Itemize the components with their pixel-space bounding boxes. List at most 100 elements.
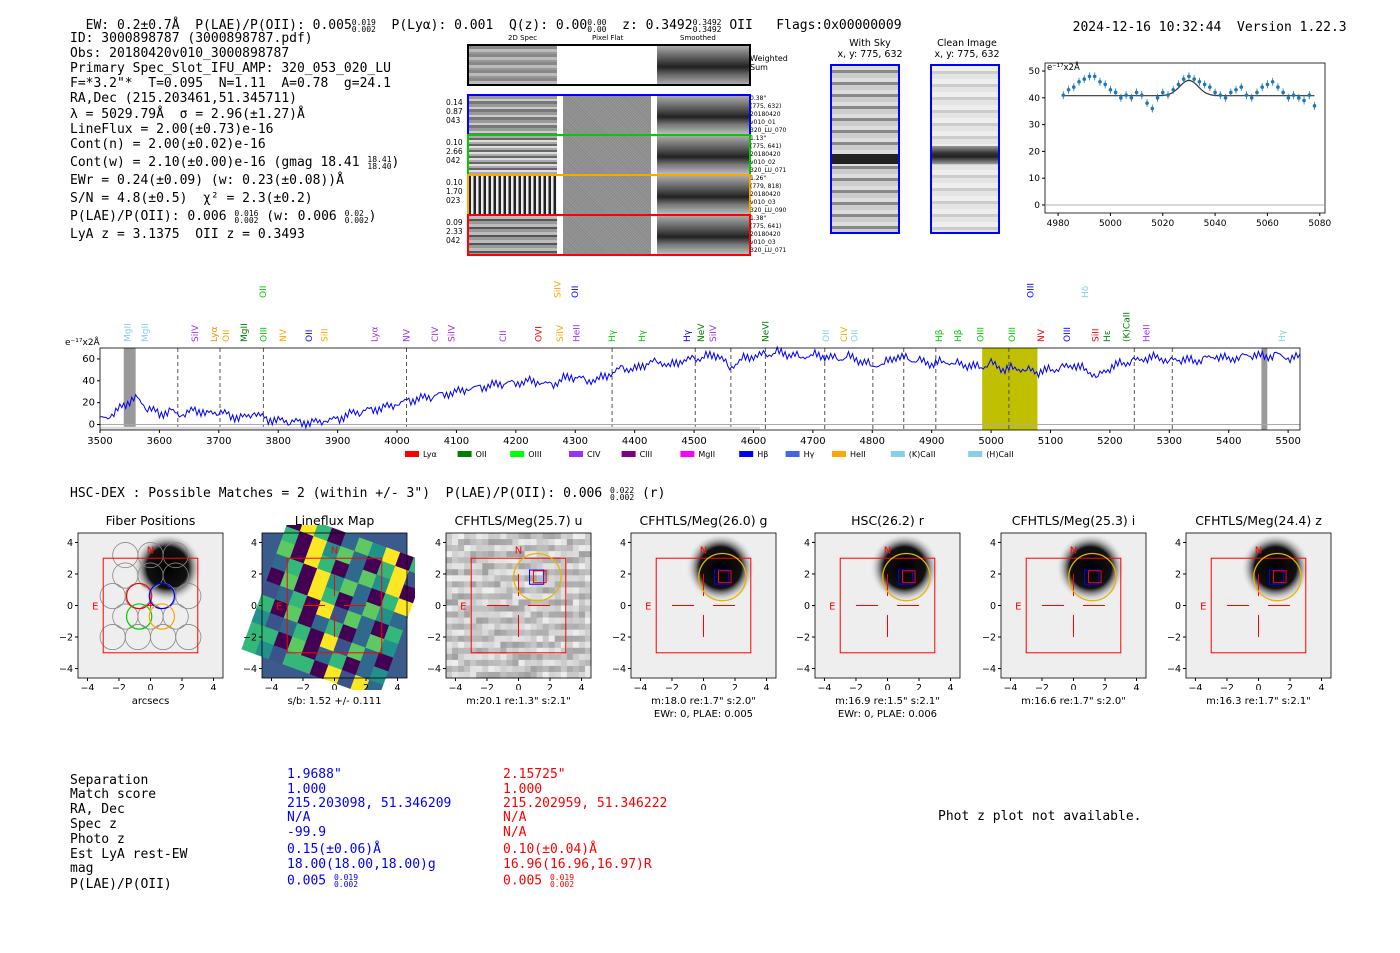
- header-timestamp: 2024-12-16 10:32:44: [1072, 20, 1222, 35]
- noise-pixel: [446, 623, 453, 631]
- line-highlight-band: [982, 348, 1038, 430]
- noise-pixel: [500, 545, 507, 552]
- noise-pixel: [542, 641, 550, 649]
- hsc-y-tick-label: −4: [1167, 664, 1181, 675]
- north-label: N: [884, 545, 891, 556]
- east-label: E: [1200, 602, 1206, 613]
- hsc-y-tick-label: 4: [990, 538, 996, 549]
- noise-pixel: [566, 587, 574, 594]
- noise-pixel: [476, 581, 483, 588]
- noise-pixel: [548, 593, 556, 600]
- hsc-panel-3: N E 4 2 0 −2 −4 −4 −2 0 2 4: [612, 532, 777, 690]
- noise-pixel: [464, 629, 471, 637]
- main-y-tick-label: 60: [82, 354, 95, 365]
- cutout-row-right-label: (775, 641): [750, 143, 782, 150]
- zoom-data-point: [1134, 90, 1139, 95]
- noise-pixel: [536, 587, 544, 594]
- noise-pixel: [542, 629, 550, 637]
- noise-pixel: [554, 587, 562, 594]
- hsc-x-tick-label: 4: [764, 683, 770, 690]
- flux-pixel: [298, 563, 318, 583]
- hsc-y-tick-label: −2: [796, 633, 810, 644]
- hsc-x-tick-label: 0: [147, 683, 153, 690]
- hsc-y-tick-label: −4: [427, 664, 441, 675]
- noise-pixel: [476, 599, 483, 606]
- line-label: Hβ: [954, 329, 964, 342]
- table-red-value: 16.96(16.96,16.97)R: [503, 857, 652, 872]
- legend-label: Hβ: [757, 450, 768, 459]
- noise-pixel: [584, 593, 592, 600]
- noise-pixel: [578, 599, 586, 606]
- zoom-data-point: [1103, 82, 1107, 87]
- cutout-row-flat: [563, 136, 651, 174]
- flux-pixel: [281, 526, 301, 546]
- noise-pixel: [518, 641, 526, 649]
- noise-pixel: [518, 611, 526, 619]
- zoom-data-point: [1155, 96, 1160, 100]
- zoom-data-point: [1187, 74, 1191, 79]
- hsc-x-tick-label: 0: [331, 683, 337, 690]
- flux-pixel: [408, 557, 415, 577]
- legend-label: MgII: [698, 450, 715, 459]
- north-label: N: [1255, 545, 1262, 556]
- noise-pixel: [584, 647, 592, 655]
- noise-pixel: [584, 569, 592, 576]
- noise-pixel: [500, 653, 507, 661]
- noise-pixel: [536, 647, 544, 655]
- cutout-row-right-label: 20180420: [750, 231, 781, 238]
- zoom-data-point: [1129, 96, 1134, 100]
- noise-pixel: [458, 563, 465, 570]
- table-blue-value: 0.15(±0.06)Å: [287, 842, 381, 857]
- noise-pixel: [476, 569, 483, 576]
- cutout-row-right-label: v010_03: [750, 239, 776, 246]
- noise-pixel: [488, 581, 495, 588]
- noise-pixel: [494, 617, 501, 625]
- noise-pixel: [542, 605, 550, 613]
- line-label: OII: [222, 330, 232, 342]
- noise-pixel: [452, 617, 459, 625]
- zoom-data-point: [1108, 87, 1113, 92]
- zoom-data-point: [1255, 90, 1259, 95]
- match-box-red: [901, 570, 916, 584]
- noise-pixel: [518, 575, 526, 582]
- noise-pixel: [578, 563, 586, 570]
- center-plus: +: [146, 601, 154, 612]
- noise-pixel: [482, 665, 489, 673]
- zoom-data-point: [1098, 79, 1102, 84]
- header-version: Version 1.22.3: [1237, 20, 1347, 35]
- line-label-high: OIII: [1026, 283, 1036, 298]
- noise-pixel: [500, 569, 507, 576]
- legend-swatch: [405, 451, 419, 457]
- noise-pixel: [446, 629, 453, 637]
- flux-pixel: [283, 604, 303, 624]
- noise-pixel: [560, 557, 568, 564]
- hsc-panel-2: N E 4 2 0 −2 −4 −4 −2 0 2 4: [427, 532, 592, 690]
- noise-pixel: [470, 665, 477, 673]
- noise-pixel: [488, 539, 495, 546]
- noise-pixel: [452, 587, 459, 594]
- fiber-highlight: [125, 582, 153, 610]
- hsc-title-sup: 0.022: [610, 485, 635, 495]
- match-box-blue: [1084, 569, 1100, 585]
- noise-pixel: [554, 545, 562, 552]
- noise-pixel: [446, 605, 453, 613]
- zoom-unit-label: e⁻¹⁷x2Å: [1047, 61, 1080, 73]
- noise-pixel: [458, 665, 465, 673]
- noise-pixel: [518, 629, 526, 637]
- main-x-tick-label: 5100: [1038, 436, 1063, 447]
- flux-pixel: [336, 669, 357, 690]
- fiber-circle: [162, 562, 189, 589]
- noise-pixel: [548, 563, 556, 570]
- noise-pixel: [506, 665, 513, 673]
- noise-pixel: [452, 629, 459, 637]
- noise-pixel: [572, 653, 580, 661]
- noise-pixel: [458, 647, 465, 655]
- cutout-row: [467, 214, 751, 256]
- hsc-y-tick-label: 4: [435, 538, 441, 549]
- noise-pixel: [572, 659, 580, 667]
- noise-pixel: [476, 593, 483, 600]
- cutout-row-left-label: 0.10: [446, 178, 463, 187]
- hsc-title-end: (r): [641, 486, 666, 501]
- noise-pixel: [464, 635, 471, 643]
- hsc-y-tick-label: −2: [612, 633, 626, 644]
